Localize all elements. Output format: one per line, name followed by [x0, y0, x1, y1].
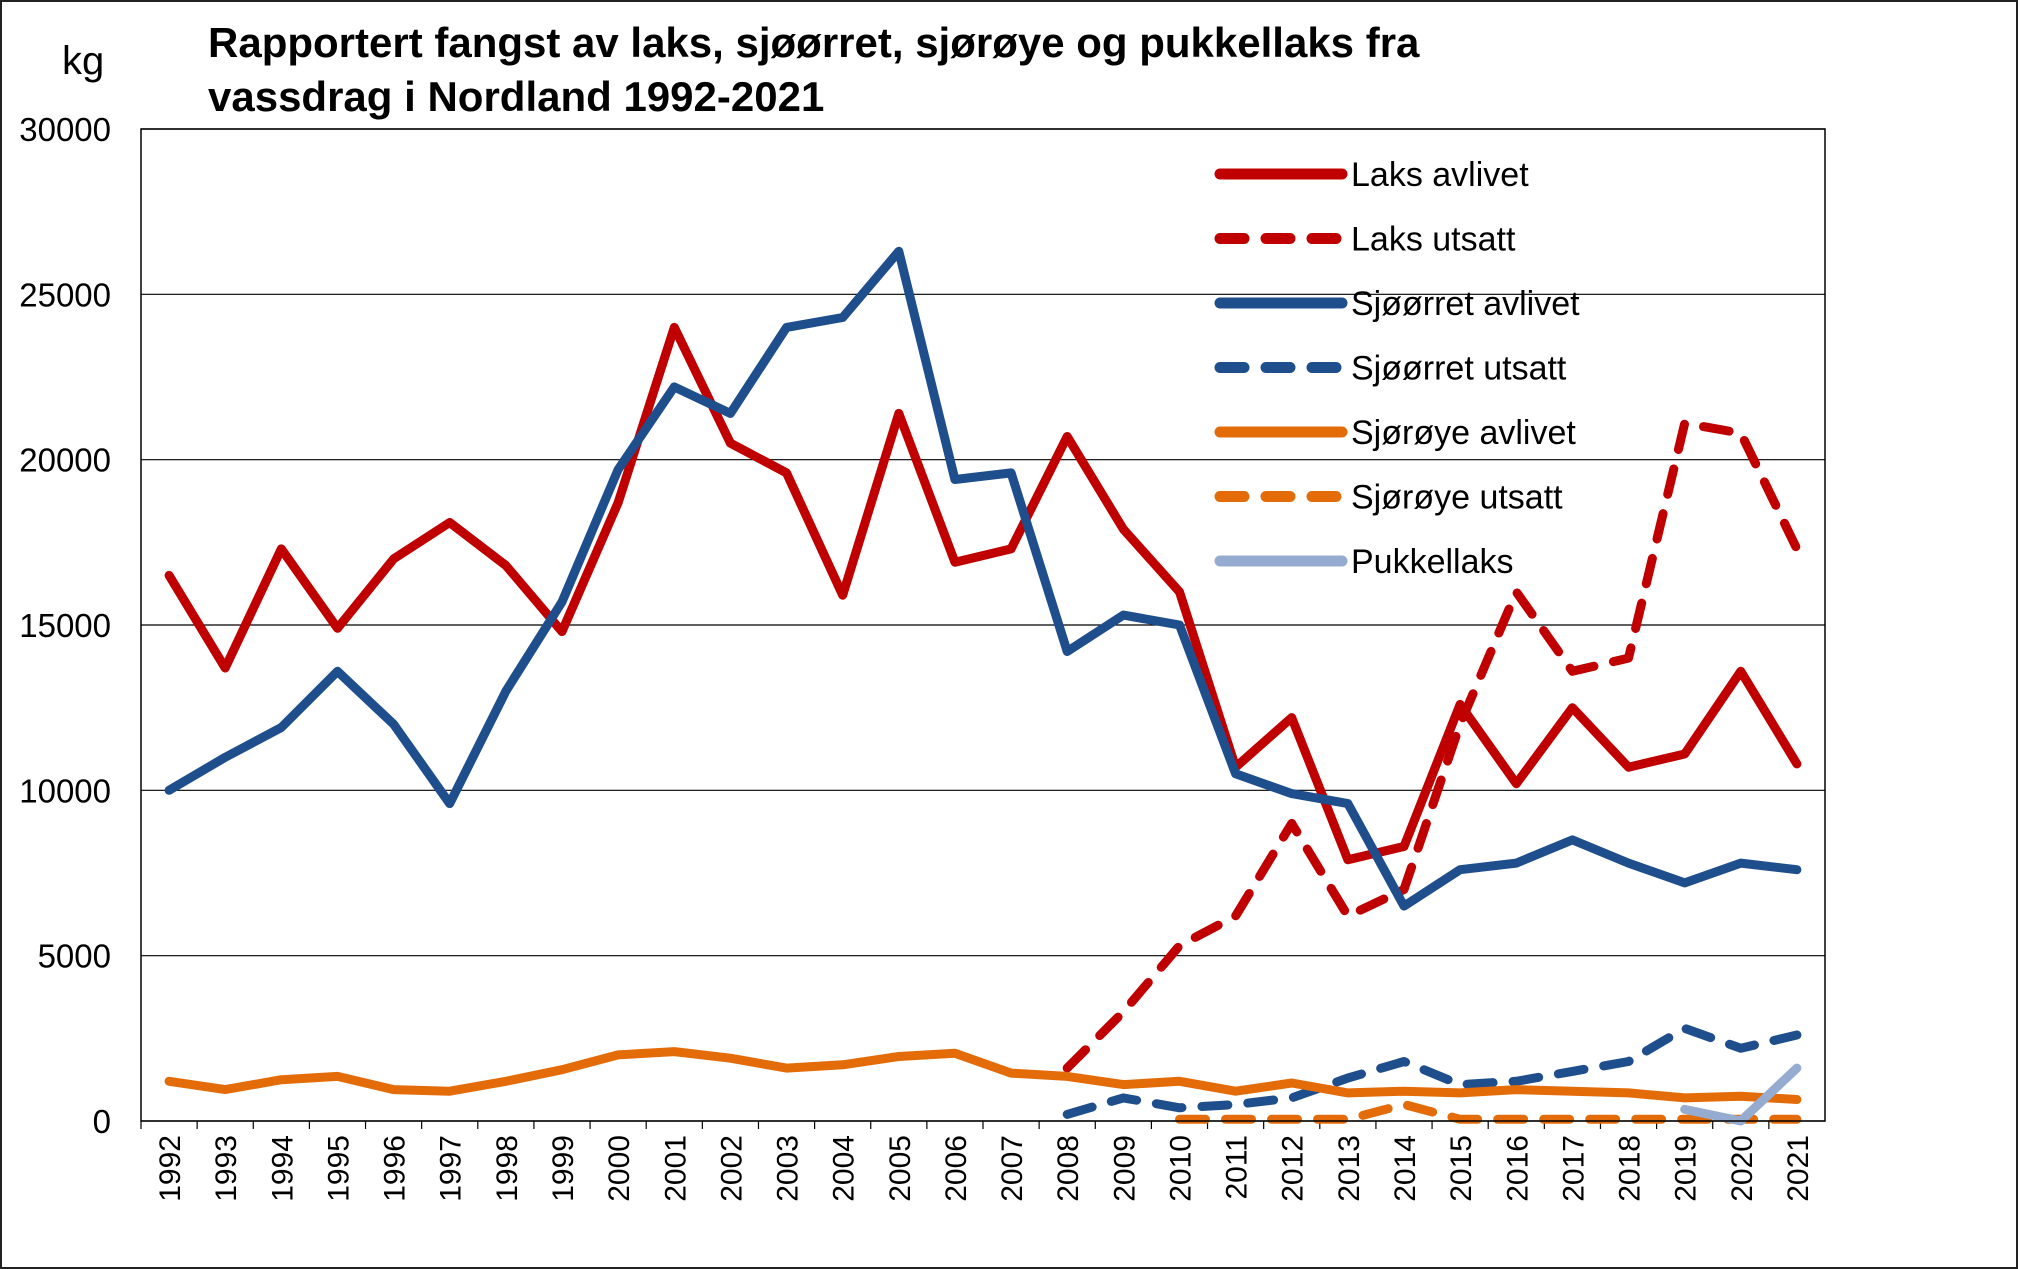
legend-entry: Laks utsatt [1351, 221, 1516, 259]
series-line [164, 1047, 1802, 1104]
x-axis-ticks: 1992 1993 1994 1995 1996 1997 1998 1999 2000 2001… [140, 1121, 1815, 1202]
x-tick-label: 2013 [1333, 1135, 1366, 1202]
x-tick-label: 2015 [1445, 1135, 1478, 1202]
series-1 [1062, 418, 1802, 1073]
y-tick-label: 30000 [19, 111, 111, 148]
x-tick-label: 2010 [1164, 1135, 1197, 1202]
gridlines [141, 128, 1825, 1122]
x-tick-label: 2000 [603, 1135, 636, 1202]
x-tick-label: 1993 [210, 1135, 243, 1202]
x-tick-label: 2001 [659, 1135, 692, 1202]
x-tick-label: 1996 [379, 1135, 412, 1202]
series-line [164, 322, 1802, 865]
legend-entry: Sjøørret avlivet [1351, 285, 1580, 323]
y-tick-label: 5000 [38, 938, 111, 975]
y-axis-ticks: 0 5000 10000 15000 20000 25000 30000 [19, 111, 111, 1140]
y-tick-label: 0 [93, 1103, 111, 1140]
series-line [1062, 1023, 1802, 1119]
x-tick-label: 2008 [1052, 1135, 1085, 1202]
x-tick-label: 1998 [491, 1135, 524, 1202]
series-5 [1175, 1100, 1802, 1124]
x-tick-label: 2019 [1670, 1135, 1703, 1202]
legend-entry: Sjøørret utsatt [1351, 350, 1567, 388]
x-tick-label: 2003 [772, 1135, 805, 1202]
x-tick-label: 2005 [884, 1135, 917, 1202]
series-0 [164, 322, 1802, 865]
legend-entry: Laks avlivet [1351, 156, 1529, 194]
x-tick-label: 2021 [1782, 1135, 1815, 1202]
y-axis-unit: kg [62, 39, 104, 83]
legend-entry: Sjørøye avlivet [1351, 414, 1576, 452]
x-tick-label: 2011 [1221, 1135, 1254, 1200]
x-tick-label: 1999 [547, 1135, 580, 1202]
x-tick-label: 1997 [435, 1135, 468, 1202]
x-tick-label: 2004 [828, 1135, 861, 1202]
x-tick-label: 1995 [322, 1135, 355, 1202]
x-tick-label: 2007 [996, 1135, 1029, 1202]
y-tick-label: 20000 [19, 442, 111, 479]
y-tick-label: 25000 [19, 276, 111, 313]
x-tick-label: 2017 [1557, 1135, 1590, 1202]
series-4 [164, 1047, 1802, 1104]
x-tick-label: 2009 [1108, 1135, 1141, 1202]
x-tick-label: 1994 [266, 1135, 299, 1202]
x-tick-label: 2012 [1277, 1135, 1310, 1202]
series-3 [1062, 1023, 1802, 1119]
legend-entry: Sjørøye utsatt [1351, 479, 1563, 517]
series-2 [164, 246, 1802, 911]
series-line [164, 246, 1802, 911]
series-line [1062, 418, 1802, 1073]
x-tick-label: 2014 [1389, 1135, 1422, 1202]
y-tick-label: 10000 [19, 772, 111, 809]
legend: Laks avlivet Laks utsatt Sjøørret avlivet S… [1214, 156, 1580, 581]
x-tick-label: 1992 [154, 1135, 187, 1202]
x-tick-label: 2018 [1614, 1135, 1647, 1202]
y-tick-label: 15000 [19, 607, 111, 644]
series-lines [164, 246, 1802, 1126]
x-tick-label: 2006 [940, 1135, 973, 1202]
legend-entry: Pukkellaks [1351, 543, 1514, 581]
plot-area-frame [140, 128, 1826, 1122]
chart-title-line2: vassdrag i Nordland 1992-2021 [208, 73, 824, 120]
x-tick-label: 2016 [1501, 1135, 1534, 1202]
series-line [1175, 1100, 1802, 1124]
x-tick-label: 2020 [1726, 1135, 1759, 1202]
chart-title-line1: Rapportert fangst av laks, sjøørret, sjø… [208, 19, 1420, 66]
x-tick-label: 2002 [715, 1135, 748, 1202]
